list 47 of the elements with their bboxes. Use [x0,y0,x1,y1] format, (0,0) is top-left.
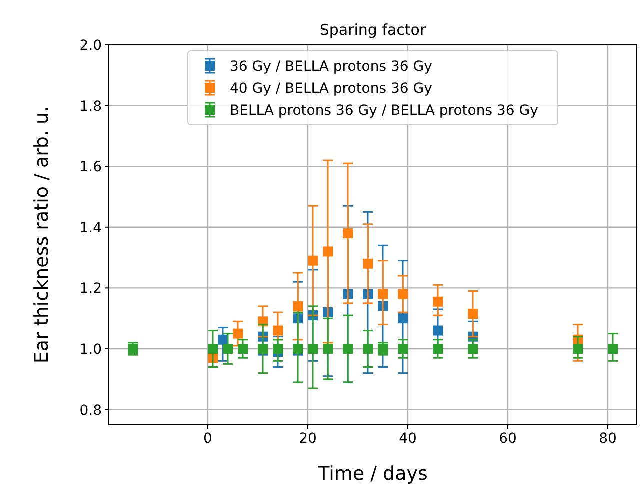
point [233,328,243,339]
point [468,344,478,354]
point [398,289,408,300]
point [323,344,333,354]
y-tick-label: 0.8 [80,402,102,419]
point [433,296,443,307]
x-tick-label: 0 [204,431,212,447]
point [398,344,408,354]
point [223,344,233,354]
point [293,344,303,354]
legend-label: BELLA protons 36 Gy / BELLA protons 36 Gy [230,103,538,119]
point [398,314,408,324]
point [218,334,228,345]
point [343,228,353,238]
point [308,344,318,354]
x-axis-title: Time / days [317,463,428,485]
point [378,289,388,300]
point [308,256,318,266]
point [293,301,303,312]
point [468,309,478,320]
x-tick-label: 80 [599,431,617,447]
point [433,326,443,336]
y-tick-label: 1.0 [80,342,102,358]
legend-label: 40 Gy / BELLA protons 36 Gy [230,81,432,97]
point [608,344,618,354]
point [573,344,583,354]
y-axis-title: Ear thickness ratio / arb. u. [31,106,53,364]
y-tick-label: 2.0 [80,38,102,54]
point [273,344,283,354]
point [363,344,373,354]
y-tick-label: 1.2 [80,281,102,298]
legend-label: 36 Gy / BELLA protons 36 Gy [230,59,432,75]
x-tick-label: 20 [299,431,317,447]
point [343,344,353,354]
y-tick-label: 1.6 [80,160,102,176]
point [363,258,373,269]
x-tick-label: 40 [399,431,417,447]
point [208,344,218,354]
chart-title: Sparing factor [320,21,427,39]
point [323,246,333,257]
point [238,344,248,354]
point [258,344,268,354]
point [273,326,283,336]
x-tick-label: 60 [499,431,517,447]
y-tick-label: 1.8 [80,98,102,115]
y-tick-label: 1.4 [80,220,102,236]
point [433,344,443,354]
